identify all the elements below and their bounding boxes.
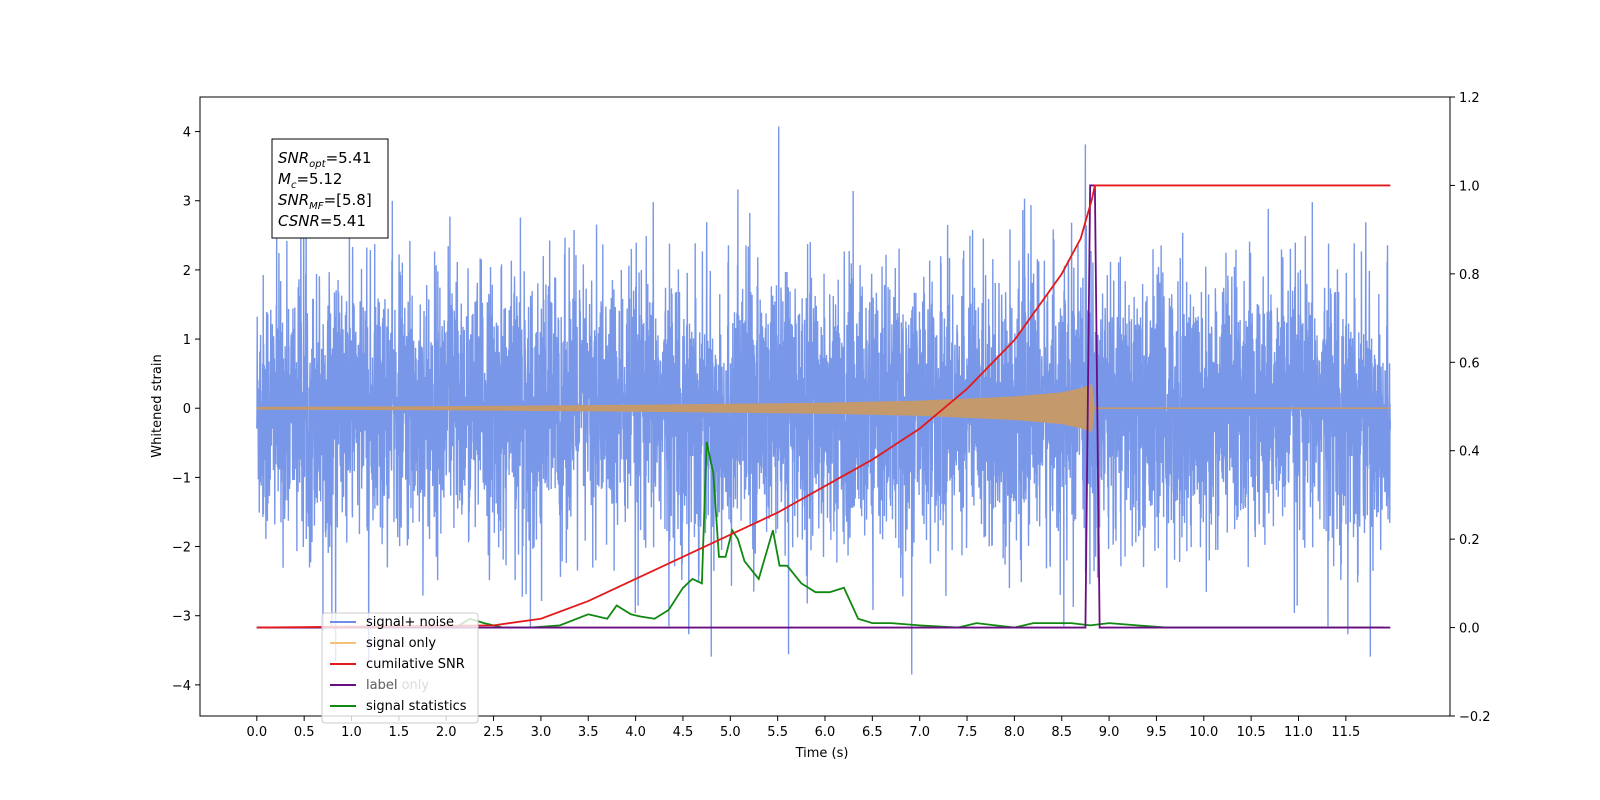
y2-tick-label: 1.2	[1459, 91, 1480, 106]
y-tick-label: −2	[172, 541, 191, 556]
y-tick-label: 4	[183, 126, 191, 141]
y-tick-label: 2	[183, 264, 191, 279]
annotation-line: Mc=5.12	[278, 170, 342, 191]
x-tick-label: 3.5	[578, 725, 599, 740]
y2-tick-label: −0.2	[1459, 710, 1491, 725]
x-tick-label: 5.5	[767, 725, 788, 740]
x-tick-label: 7.0	[909, 725, 930, 740]
legend-label: signal statistics	[366, 699, 467, 714]
x-tick-label: 0.0	[246, 725, 267, 740]
x-tick-label: 8.0	[1004, 725, 1025, 740]
y2-tick-label: 0.6	[1459, 356, 1480, 371]
x-tick-label: 11.0	[1284, 725, 1313, 740]
y-tick-label: 0	[183, 402, 191, 417]
annotation-line: SNRMF=[5.8]	[278, 191, 372, 212]
y-axis-ticks: 4 3 2 1 0 −1 −2 −3 −4	[172, 126, 200, 694]
x-tick-label: 2.0	[436, 725, 457, 740]
x-tick-label: 11.5	[1331, 725, 1360, 740]
x-tick-label: 10.0	[1189, 725, 1218, 740]
y-tick-label: −3	[172, 610, 191, 625]
legend-label: label	[366, 678, 397, 693]
x-tick-label: 4.5	[673, 725, 694, 740]
y-tick-label: 3	[183, 195, 191, 210]
legend-label: signal+ noise	[366, 615, 454, 630]
x-tick-label: 9.5	[1146, 725, 1167, 740]
x-axis-label: Time (s)	[795, 746, 849, 761]
x-tick-label: 6.0	[815, 725, 836, 740]
x-tick-label: 3.0	[531, 725, 552, 740]
x-tick-label: 8.5	[1051, 725, 1072, 740]
y2-tick-label: 0.0	[1459, 622, 1480, 637]
x-tick-label: 10.5	[1237, 725, 1266, 740]
y2-tick-label: 0.4	[1459, 445, 1480, 460]
x-tick-label: 1.5	[389, 725, 410, 740]
annotation-line: SNRopt=5.41	[278, 149, 372, 170]
annotation-line: CSNR=5.41	[278, 212, 366, 230]
x-tick-label: 6.5	[862, 725, 883, 740]
legend-ghost-text: label only	[366, 678, 429, 693]
x-tick-label: 1.0	[341, 725, 362, 740]
y-axis-label: Whitened strain	[150, 354, 165, 457]
series-cumilative-snr-line	[256, 184, 1391, 629]
series-label-line	[256, 184, 1391, 629]
legend-label: cumilative SNR	[366, 657, 465, 672]
y2-tick-label: 1.0	[1459, 179, 1480, 194]
x-tick-label: 0.5	[294, 725, 315, 740]
y-tick-label: −1	[172, 471, 191, 486]
x-tick-label: 7.5	[957, 725, 978, 740]
legend: signal+ noise signal only cumilative SNR la…	[321, 612, 479, 724]
x-tick-label: 9.0	[1099, 725, 1120, 740]
x-tick-label: 4.0	[625, 725, 646, 740]
y2-tick-label: 0.2	[1459, 533, 1480, 548]
y-tick-label: −4	[172, 679, 191, 694]
x-tick-label: 2.5	[483, 725, 504, 740]
x-tick-label: 5.0	[720, 725, 741, 740]
y-tick-label: 1	[183, 333, 191, 348]
y2-axis-ticks: 1.2 1.0 0.8 0.6 0.4 0.2 0.0 −0.2	[1450, 91, 1491, 725]
x-axis-ticks: 0.0 0.5 1.0 1.5 2.0 2.5 3.0 3.5 4.0 4.5 5.0 5.5 6.0 6…	[246, 716, 1360, 740]
y2-tick-label: 0.8	[1459, 268, 1480, 283]
legend-label: signal only	[366, 636, 436, 651]
series-signal-plus-noise-line	[256, 126, 1392, 675]
